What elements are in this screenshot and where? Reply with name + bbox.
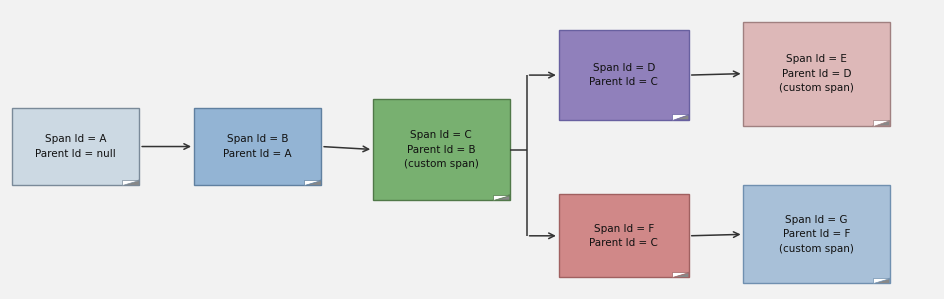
FancyBboxPatch shape xyxy=(559,30,689,120)
Polygon shape xyxy=(123,180,140,185)
Polygon shape xyxy=(304,180,321,185)
Polygon shape xyxy=(672,115,689,120)
Polygon shape xyxy=(872,120,889,126)
Text: Span Id = B
Parent Id = A: Span Id = B Parent Id = A xyxy=(223,134,292,159)
Polygon shape xyxy=(493,195,510,200)
FancyBboxPatch shape xyxy=(194,108,321,185)
Text: Span Id = F
Parent Id = C: Span Id = F Parent Id = C xyxy=(589,224,658,248)
Polygon shape xyxy=(304,180,321,185)
Text: Span Id = G
Parent Id = F
(custom span): Span Id = G Parent Id = F (custom span) xyxy=(779,215,854,254)
Polygon shape xyxy=(672,115,689,120)
Polygon shape xyxy=(123,180,140,185)
FancyBboxPatch shape xyxy=(12,108,140,185)
FancyBboxPatch shape xyxy=(373,99,510,200)
Text: Span Id = D
Parent Id = C: Span Id = D Parent Id = C xyxy=(589,63,658,87)
Polygon shape xyxy=(872,278,889,283)
Polygon shape xyxy=(672,272,689,277)
Polygon shape xyxy=(872,278,889,283)
FancyBboxPatch shape xyxy=(744,185,889,283)
FancyBboxPatch shape xyxy=(744,22,889,126)
Text: Span Id = E
Parent Id = D
(custom span): Span Id = E Parent Id = D (custom span) xyxy=(779,54,854,93)
Polygon shape xyxy=(493,195,510,200)
Text: Span Id = C
Parent Id = B
(custom span): Span Id = C Parent Id = B (custom span) xyxy=(404,130,479,169)
Text: Span Id = A
Parent Id = null: Span Id = A Parent Id = null xyxy=(35,134,116,159)
Polygon shape xyxy=(672,272,689,277)
FancyBboxPatch shape xyxy=(559,194,689,277)
Polygon shape xyxy=(872,120,889,126)
